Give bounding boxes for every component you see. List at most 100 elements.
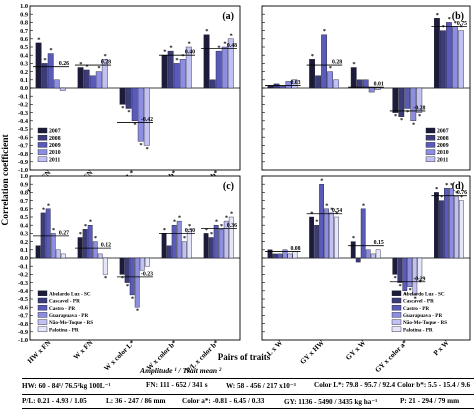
significance-marker: * <box>455 190 458 197</box>
significance-marker: * <box>413 295 416 302</box>
mean-value-label: 0.40 <box>185 50 195 56</box>
legend-swatch <box>37 297 48 304</box>
legend-label: Abelardo Luz - SC <box>403 291 445 297</box>
mean-value-label: 0.75 <box>457 21 467 27</box>
significance-marker: * <box>97 65 100 72</box>
bar <box>309 216 315 259</box>
bar <box>416 87 423 113</box>
bar <box>449 188 454 259</box>
significance-marker: * <box>320 178 323 185</box>
mean-value-label: 0.28 <box>332 60 342 66</box>
bar <box>129 257 135 296</box>
footnote-w: W: 58 - 456 / 217 x10⁻³ <box>226 382 296 390</box>
legend-label: 2011 <box>49 157 60 163</box>
bar <box>327 71 333 89</box>
significance-marker: * <box>454 20 457 27</box>
significance-marker: * <box>435 186 438 193</box>
bar <box>404 87 411 109</box>
footnote-pl: P/L: 0.21 - 4.93 / 1.05 <box>22 397 87 405</box>
y-tick-label: 0.9 <box>20 181 28 188</box>
significance-marker: * <box>393 275 396 282</box>
legend-label: 2011 <box>437 157 448 163</box>
bar <box>209 79 216 89</box>
y-tick-label: 0.8 <box>20 190 28 197</box>
bar <box>407 257 413 287</box>
y-tick-label: 0.3 <box>20 61 28 68</box>
bar <box>215 50 222 89</box>
bar <box>374 87 381 90</box>
bar <box>181 241 187 259</box>
significance-marker: * <box>84 223 87 230</box>
bar <box>398 87 405 117</box>
y-tick-label: 0.7 <box>20 198 28 205</box>
mean-value-label: 0.48 <box>227 43 237 49</box>
legend-label: 2007 <box>49 129 61 135</box>
bar <box>144 257 150 267</box>
y-tick-label: 0.6 <box>20 206 28 213</box>
legend-swatch <box>391 297 402 304</box>
bar <box>434 192 439 259</box>
y-axis-label: Correlation coefficient <box>1 133 11 225</box>
bar <box>203 34 210 89</box>
bar <box>53 79 60 89</box>
footnote-fn: FN: 111 - 652 / 341 s <box>146 381 208 389</box>
significance-marker: * <box>47 202 50 209</box>
significance-marker: * <box>418 113 421 120</box>
bar <box>267 249 273 259</box>
legend-label: Não-Me-Toque - RS <box>403 320 447 326</box>
mean-value-label: 0.26 <box>59 61 69 67</box>
bar <box>92 241 98 259</box>
bar <box>59 87 66 91</box>
y-tick-label: 1.0 <box>20 3 28 10</box>
legend-swatch <box>37 127 48 134</box>
bar <box>161 233 167 259</box>
legend-swatch <box>37 312 48 318</box>
bar <box>55 249 61 259</box>
significance-marker: * <box>139 142 142 149</box>
significance-marker: * <box>173 219 176 226</box>
y-tick-label: -0.2 <box>18 102 28 109</box>
significance-marker: * <box>436 12 439 19</box>
chart-panel: -1.0-0.9-0.8-0.7 -0.6-0.5-0.4-0.3-0.2 -0.1… <box>18 173 241 375</box>
mean-value-label: 0.54 <box>332 208 342 214</box>
significance-marker: * <box>215 219 218 226</box>
y-tick-label: 0.0 <box>20 85 28 92</box>
bar <box>285 81 292 89</box>
significance-marker: * <box>133 121 136 128</box>
significance-marker: * <box>121 275 124 282</box>
significance-marker: * <box>220 223 223 230</box>
bar <box>101 59 108 89</box>
bar <box>457 30 464 89</box>
legend-swatch <box>37 305 48 311</box>
y-tick-label: -0.9 <box>18 159 28 166</box>
legend-swatch <box>37 149 48 155</box>
bar <box>131 87 138 121</box>
category-label: P x W <box>432 338 451 357</box>
bar <box>350 241 356 259</box>
bar <box>350 67 357 89</box>
significance-marker: * <box>400 117 403 124</box>
y-tick-label: -0.3 <box>18 280 28 287</box>
legend-swatch <box>425 142 436 148</box>
bar <box>451 26 458 89</box>
significance-marker: * <box>445 182 448 189</box>
legend-label: 2007 <box>437 129 449 135</box>
y-tick-label: -0.5 <box>18 126 28 133</box>
legend-swatch <box>37 156 48 163</box>
significance-marker: * <box>330 206 333 213</box>
bar <box>228 216 234 259</box>
significance-marker: * <box>103 53 106 60</box>
significance-marker: * <box>412 121 415 128</box>
significance-marker: * <box>126 283 129 290</box>
footnote-color-l: Color L*: 79.8 - 95.7 / 92.4 <box>314 381 396 389</box>
bar <box>223 220 229 259</box>
significance-marker: * <box>136 308 139 315</box>
significance-marker: * <box>225 215 228 222</box>
significance-marker: * <box>89 219 92 226</box>
legend-label: Palotina - PR <box>403 327 433 333</box>
legend-swatch <box>37 134 48 141</box>
bar <box>102 257 108 275</box>
category-label: L x W <box>265 338 284 357</box>
significance-marker: * <box>169 45 172 52</box>
